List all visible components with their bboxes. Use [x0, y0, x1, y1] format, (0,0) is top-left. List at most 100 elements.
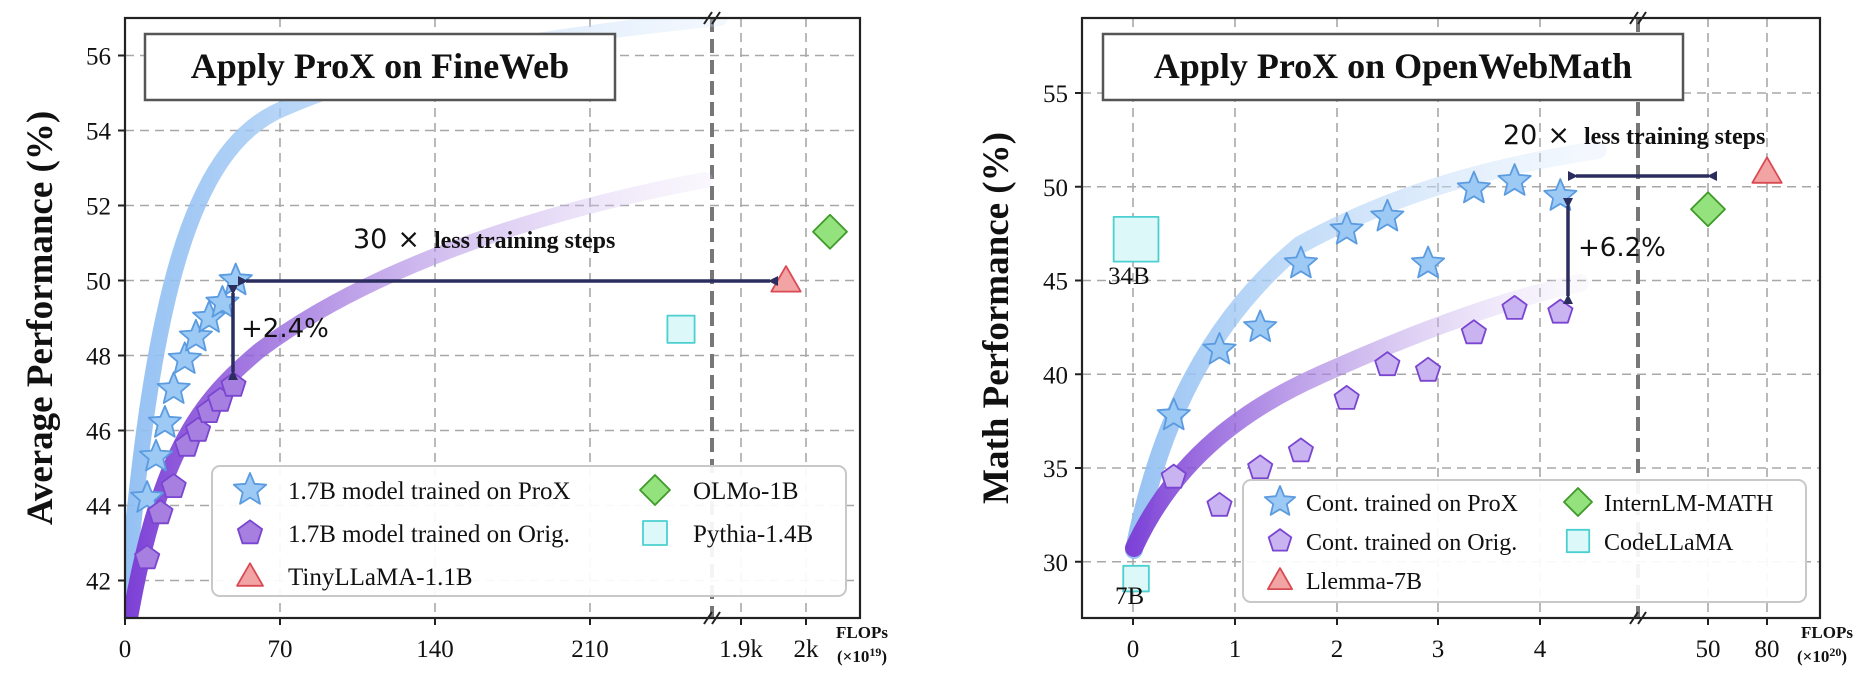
left-point-star	[156, 371, 191, 404]
left-xtick-label: 2k	[794, 636, 820, 663]
left-legend-marker-pentagon	[237, 519, 263, 545]
right-speedup-label: 20 × less training steps	[1503, 120, 1765, 151]
right-label-7b: 7B	[1115, 583, 1144, 610]
left-ytick-label: 48	[86, 344, 111, 371]
right-axis-break-top	[1629, 11, 1647, 25]
right-point-star	[1156, 397, 1191, 431]
right-xtick-label: 2	[1331, 636, 1344, 663]
right-point-square	[1122, 564, 1150, 593]
right-point-pentagon	[1160, 463, 1187, 489]
right-point-star	[1202, 332, 1237, 365]
right-point-star	[1497, 163, 1532, 196]
left-legend-label: 1.7B model trained on ProX	[288, 478, 571, 505]
right-legend: Cont. trained on ProX Cont. trained on Or…	[1242, 479, 1807, 603]
left-xtick-label: 70	[268, 636, 293, 663]
right-point-star	[1283, 245, 1318, 279]
left-point-diamond	[812, 213, 848, 250]
left-point-pentagon	[160, 473, 187, 498]
left-point-star	[138, 438, 174, 472]
right-legend-marker-triangle	[1267, 567, 1293, 590]
right-legend-label: Cont. trained on ProX	[1306, 491, 1518, 517]
left-point-star	[192, 300, 227, 333]
left-ytick-label: 50	[86, 269, 111, 296]
right-axes-frame	[1080, 16, 1822, 620]
left-speedup-label: 30 × less training steps	[353, 224, 615, 255]
left-trend-orig	[125, 172, 713, 618]
right-xtick-label: 4	[1534, 636, 1547, 663]
right-point-star	[1456, 170, 1491, 204]
left-xtick-label: 1.9k	[719, 636, 763, 663]
right-title: Apply ProX on OpenWebMath	[1154, 46, 1632, 86]
left-ytick-label: 56	[86, 44, 111, 71]
right-panel: 30 35 40 45 50 55 0 1 2 3 4 50 80 Apply ProX on Open…	[976, 11, 1853, 666]
right-ytick-label: 50	[1043, 175, 1068, 202]
right-legend-label: Cont. trained on Orig.	[1306, 530, 1517, 556]
left-xtick-label: 210	[571, 636, 609, 663]
right-xtick-label: 3	[1432, 636, 1445, 663]
left-xlabel: FLOPs	[836, 623, 888, 642]
right-legend-label: Llemma-7B	[1306, 569, 1422, 595]
right-title-box	[1101, 32, 1685, 102]
right-ytick-label: 55	[1043, 81, 1068, 108]
right-xlabel: FLOPs	[1801, 623, 1853, 642]
right-axis-break-bottom	[1629, 611, 1647, 625]
right-ytick-label: 35	[1043, 456, 1068, 483]
right-point-star	[1243, 309, 1278, 342]
right-point-diamond	[1690, 191, 1726, 228]
left-xtick-label: 140	[416, 636, 454, 663]
left-ytick-label: 54	[86, 119, 112, 146]
left-legend-marker-diamond	[639, 474, 671, 506]
left-legend-label: Pythia-1.4B	[693, 521, 813, 548]
right-trend-prox	[1125, 141, 1607, 559]
right-point-square	[1112, 215, 1160, 263]
right-axis-ticks: 30 35 40 45 50 55 0 1 2 3 4 50 80	[1043, 81, 1780, 663]
left-title: Apply ProX on FineWeb	[191, 46, 569, 86]
right-label-34b: 34B	[1108, 263, 1150, 290]
right-ytick-label: 40	[1043, 362, 1068, 389]
left-title-box	[143, 32, 617, 102]
left-ytick-label: 42	[86, 569, 111, 596]
left-xtick-label: 0	[119, 636, 132, 663]
right-xtick-label: 50	[1696, 636, 1721, 663]
right-point-star	[1329, 212, 1364, 245]
left-panel: 42 44 46 48 50 52 54 56 0 70 140 210 1.9k 2k Apply Pr…	[20, 11, 888, 666]
right-point-pentagon	[1206, 491, 1233, 517]
left-point-pentagon	[185, 416, 212, 442]
left-point-pentagon	[147, 499, 174, 525]
left-legend: 1.7B model trained on ProX 1.7B model tra…	[211, 465, 847, 597]
left-point-star	[147, 405, 182, 438]
left-markers	[130, 213, 848, 570]
right-ytick-label: 30	[1043, 550, 1068, 577]
right-point-pentagon	[1287, 437, 1314, 463]
right-point-pentagon	[1247, 454, 1274, 480]
right-point-pentagon	[1415, 356, 1442, 382]
right-legend-marker-square	[1565, 528, 1591, 554]
right-point-pentagon	[1374, 351, 1401, 377]
left-ytick-label: 44	[86, 494, 112, 521]
left-point-star	[178, 318, 213, 352]
right-xunit: (×1020)	[1797, 645, 1847, 666]
left-point-star	[167, 341, 202, 374]
right-point-star	[1411, 245, 1446, 279]
left-legend-marker-triangle	[236, 562, 264, 587]
left-point-pentagon	[134, 544, 161, 570]
right-point-pentagon	[1547, 298, 1574, 324]
left-gain-label: +2.4%	[241, 314, 329, 344]
right-legend-label: CodeLLaMA	[1604, 530, 1734, 556]
right-ytick-label: 45	[1043, 269, 1068, 296]
left-ylabel: Average Performance (%)	[20, 111, 61, 525]
right-legend-label: InternLM-MATH	[1604, 491, 1773, 517]
left-legend-marker-star	[232, 472, 268, 505]
right-point-pentagon	[1501, 295, 1528, 320]
right-point-pentagon	[1333, 385, 1360, 410]
right-gain-label: +6.2%	[1578, 233, 1666, 263]
left-legend-label: TinyLLaMA-1.1B	[288, 564, 473, 591]
right-point-pentagon	[1460, 319, 1487, 345]
right-xtick-label: 80	[1755, 636, 1780, 663]
left-legend-marker-square	[642, 520, 668, 546]
right-legend-marker-star	[1263, 485, 1297, 516]
left-xunit: (×1019)	[837, 645, 887, 666]
left-legend-label: 1.7B model trained on Orig.	[288, 521, 570, 548]
right-legend-marker-diamond	[1563, 487, 1593, 517]
left-point-pentagon	[220, 371, 247, 397]
